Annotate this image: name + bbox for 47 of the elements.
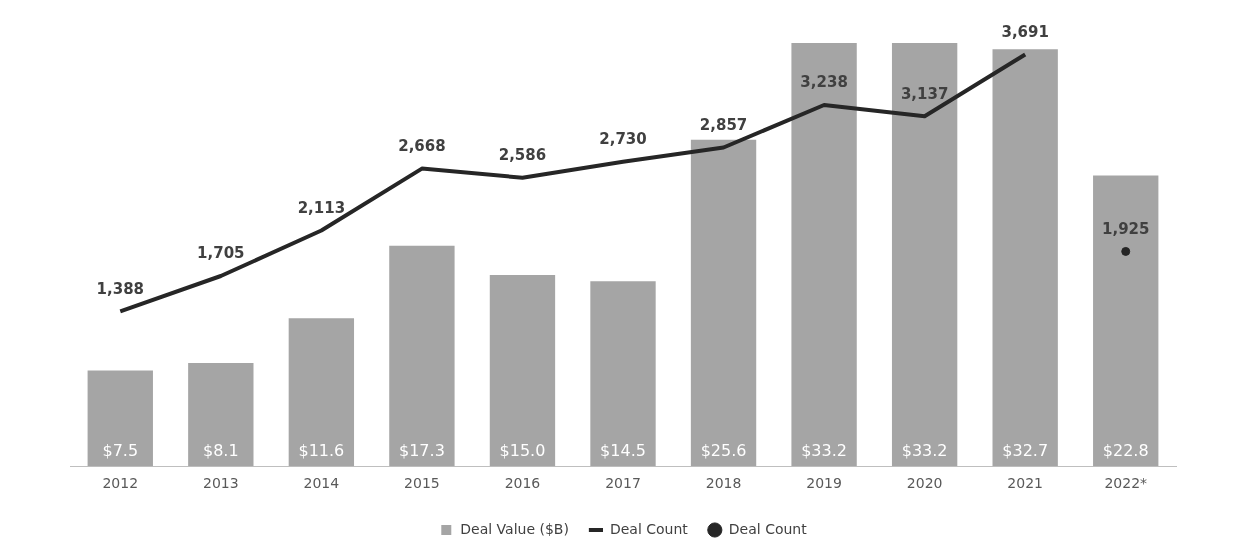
x-tick-label: 2012 [102,475,139,492]
data-label: $32.7 [1002,441,1049,461]
data-label: 3,137 [900,84,949,103]
data-label: 3,238 [800,73,848,92]
legend-label: Deal Count [728,520,808,537]
x-tick-label: 2014 [303,475,340,492]
data-label: $25.6 [700,441,747,461]
data-label: $22.8 [1102,441,1149,461]
bar [690,139,757,467]
x-tick-label: 2017 [605,475,641,492]
data-label: 2,668 [398,136,446,155]
x-tick-label: 2022* [1104,475,1148,492]
data-label: 1,705 [197,244,245,263]
x-tick-label: 2015 [404,475,440,492]
x-tick-label: 2021 [1007,475,1043,492]
data-label: $15.0 [499,441,546,461]
x-tick-label: 2019 [806,475,842,492]
bar [791,42,857,467]
bar [1093,175,1159,467]
legend-label: Deal Count [609,520,689,537]
data-label: $11.6 [298,441,345,461]
x-tick-label: 2016 [504,475,541,492]
bar [288,318,355,467]
x-tick-label: 2018 [705,475,742,492]
x-tick-label: 2013 [203,475,239,492]
data-label: $8.1 [203,441,239,461]
data-label: $14.5 [600,441,646,461]
bar [590,281,656,467]
data-label: 1,925 [1102,219,1150,238]
data-label: 1,388 [96,279,144,298]
bar [87,370,153,467]
bar [891,42,958,467]
bar [489,274,556,467]
data-label: $33.2 [901,441,948,461]
data-label: 2,586 [498,146,547,165]
data-label: $7.5 [102,441,139,461]
bar [389,245,455,467]
bar [188,362,254,467]
data-label: $17.3 [399,441,445,461]
x-tick-label: 2020 [906,475,943,492]
data-label: 2,857 [699,115,748,134]
data-label: 2,730 [599,130,647,149]
data-label: 2,113 [297,198,346,217]
data-label: 3,691 [1001,22,1049,41]
legend-label: Deal Value ($B) [460,520,569,537]
data-label: $33.2 [801,441,847,461]
bar [992,49,1058,467]
